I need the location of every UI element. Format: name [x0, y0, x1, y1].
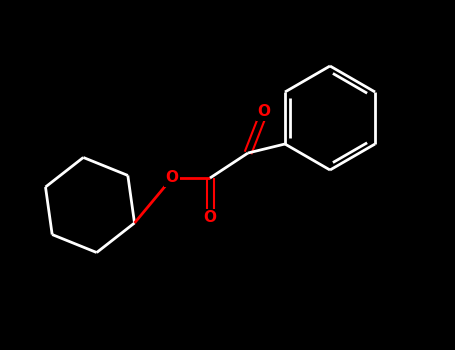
Text: O: O — [258, 105, 271, 119]
Text: O: O — [166, 170, 178, 186]
Text: O: O — [203, 210, 217, 225]
